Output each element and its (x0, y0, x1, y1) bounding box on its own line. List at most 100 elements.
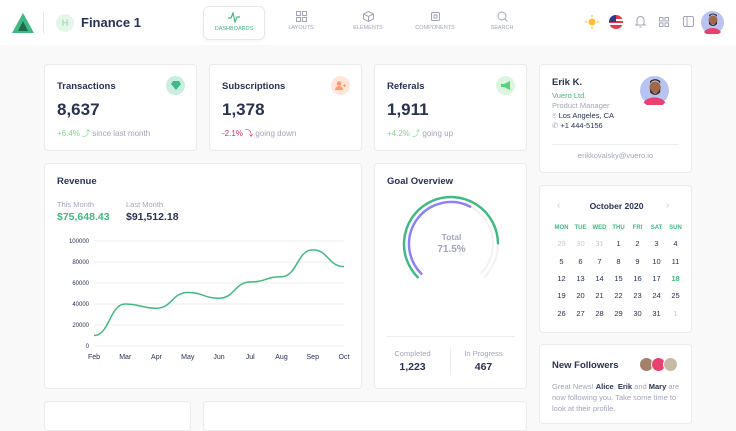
weekday-label: SUN (669, 225, 682, 231)
user-plus-icon (331, 76, 350, 95)
x-tick-label: Sep (307, 354, 320, 361)
stat-card-transactions: Transactions 8,637 +6.4% ⤴ since last mo… (44, 64, 197, 151)
profile-email[interactable]: erikkovalsky@vuero.io (577, 151, 654, 160)
calendar-day[interactable]: 31 (652, 308, 661, 318)
profile-role: Product Manager (552, 101, 610, 110)
nav-dashboards[interactable]: Dashboards (203, 6, 265, 40)
stat-trend: +4.2% ⤴ going up (387, 129, 454, 138)
calendar-day[interactable]: 11 (671, 256, 680, 266)
calendar-day[interactable]: 9 (635, 256, 640, 266)
y-tick-label: 60000 (72, 281, 89, 287)
divider (450, 347, 451, 375)
calendar-day[interactable]: 10 (652, 256, 661, 266)
calendar-day[interactable]: 29 (614, 308, 623, 318)
calendar-day[interactable]: 15 (614, 273, 623, 283)
goal-title: Goal Overview (387, 176, 454, 187)
calendar-day[interactable]: 28 (595, 308, 604, 318)
calendar-day[interactable]: 25 (671, 291, 680, 301)
stat-card-referals: Referals 1,911 +4.2% ⤴ going up (374, 64, 527, 151)
calendar-day[interactable]: 24 (652, 291, 661, 301)
nav-search[interactable]: Search (471, 6, 533, 40)
y-tick-label: 100000 (69, 239, 90, 245)
sun-icon[interactable] (585, 15, 599, 29)
revenue-title: Revenue (57, 176, 97, 187)
calendar-day[interactable]: 12 (557, 273, 566, 283)
map-pin-icon: ⌾ (552, 111, 557, 120)
calendar-day[interactable]: 14 (595, 273, 604, 283)
follower-avatars (639, 357, 678, 372)
calendar-day[interactable]: 23 (633, 291, 642, 301)
sidebar-panel-icon[interactable] (683, 16, 694, 27)
calendar-day[interactable]: 26 (557, 308, 566, 318)
search-icon (497, 11, 508, 22)
x-tick-label: Jul (246, 354, 255, 361)
profile-avatar (640, 76, 669, 105)
nav-elements[interactable]: Elements (337, 6, 399, 40)
calendar-day[interactable]: 22 (614, 291, 623, 301)
calendar-day[interactable]: 16 (633, 273, 642, 283)
bottom-card (203, 401, 527, 431)
weekday-label: MON (554, 225, 569, 231)
y-tick-label: 20000 (72, 323, 89, 329)
calendar-day[interactable]: 8 (616, 256, 621, 266)
calendar-day[interactable]: 5 (559, 256, 564, 266)
prev-month-button[interactable]: ‹ (557, 200, 561, 211)
calendar-day[interactable]: 1 (673, 308, 678, 318)
calendar-day[interactable]: 3 (654, 239, 659, 249)
user-avatar[interactable] (701, 11, 724, 34)
calendar-day[interactable]: 30 (576, 239, 585, 249)
x-tick-label: Oct (339, 354, 350, 361)
profile-phone: ✆ +1 444-5156 (552, 121, 603, 130)
stat-value: 1,378 (222, 100, 265, 119)
this-month-value: $75,648.43 (57, 211, 110, 223)
weekday-label: WED (592, 225, 607, 231)
in-progress-label: In Progress (464, 349, 503, 358)
calendar-day[interactable]: 29 (557, 239, 566, 249)
activity-icon (228, 12, 240, 23)
calendar-day[interactable]: 19 (557, 291, 566, 301)
calendar-day[interactable]: 20 (576, 291, 585, 301)
nav-layouts[interactable]: Layouts (270, 6, 332, 40)
apps-grid-icon[interactable] (659, 17, 669, 27)
new-followers-card: New Followers Great News! Alice, Erik an… (539, 344, 692, 424)
calendar-day[interactable]: 13 (576, 273, 585, 283)
calendar-day[interactable]: 30 (633, 308, 642, 318)
calendar-day[interactable]: 2 (635, 239, 640, 249)
calendar-day[interactable]: 1 (616, 239, 621, 249)
this-month-label: This Month (57, 200, 95, 209)
workspace-avatar[interactable]: H (56, 14, 74, 32)
avatar[interactable] (663, 357, 678, 372)
calendar-day[interactable]: 31 (595, 239, 604, 249)
nav-components[interactable]: Components (404, 6, 466, 40)
calendar-day[interactable]: 21 (595, 291, 604, 301)
app-title: Finance 1 (81, 15, 141, 30)
in-progress-value: 467 (474, 361, 493, 373)
divider (386, 336, 515, 337)
calendar-day[interactable]: 27 (576, 308, 585, 318)
y-tick-label: 0 (86, 344, 90, 350)
diamond-icon (166, 76, 185, 95)
calendar-day[interactable]: 6 (578, 256, 583, 266)
x-tick-label: Feb (88, 354, 100, 361)
logo-icon[interactable] (12, 13, 34, 33)
last-month-label: Last Month (126, 200, 164, 209)
weekday-label: THU (612, 225, 625, 231)
calendar-day[interactable]: 17 (652, 273, 661, 283)
calendar-day[interactable]: 4 (673, 239, 678, 249)
calendar-day[interactable]: 7 (597, 256, 602, 266)
x-tick-label: Aug (275, 354, 288, 361)
next-month-button[interactable]: › (666, 200, 670, 211)
y-tick-label: 80000 (72, 260, 89, 266)
revenue-series-line (93, 249, 345, 337)
goal-arc (402, 195, 500, 279)
y-tick-label: 40000 (72, 302, 89, 308)
bell-icon[interactable] (635, 15, 646, 28)
calendar-grid: MON TUE WED THU FRI SAT SUN 29 30 31 1 2 3 4 5 6 7 8 9 10 11… (552, 221, 685, 322)
profile-company[interactable]: Vuero Ltd. (552, 91, 587, 100)
goal-total-label: Total (441, 232, 462, 242)
calendar-day[interactable]: 18 (671, 273, 680, 283)
stat-value: 1,911 (387, 100, 429, 119)
us-flag-icon[interactable] (609, 15, 623, 29)
weekday-label: FRI (632, 225, 643, 231)
divider (43, 12, 44, 34)
